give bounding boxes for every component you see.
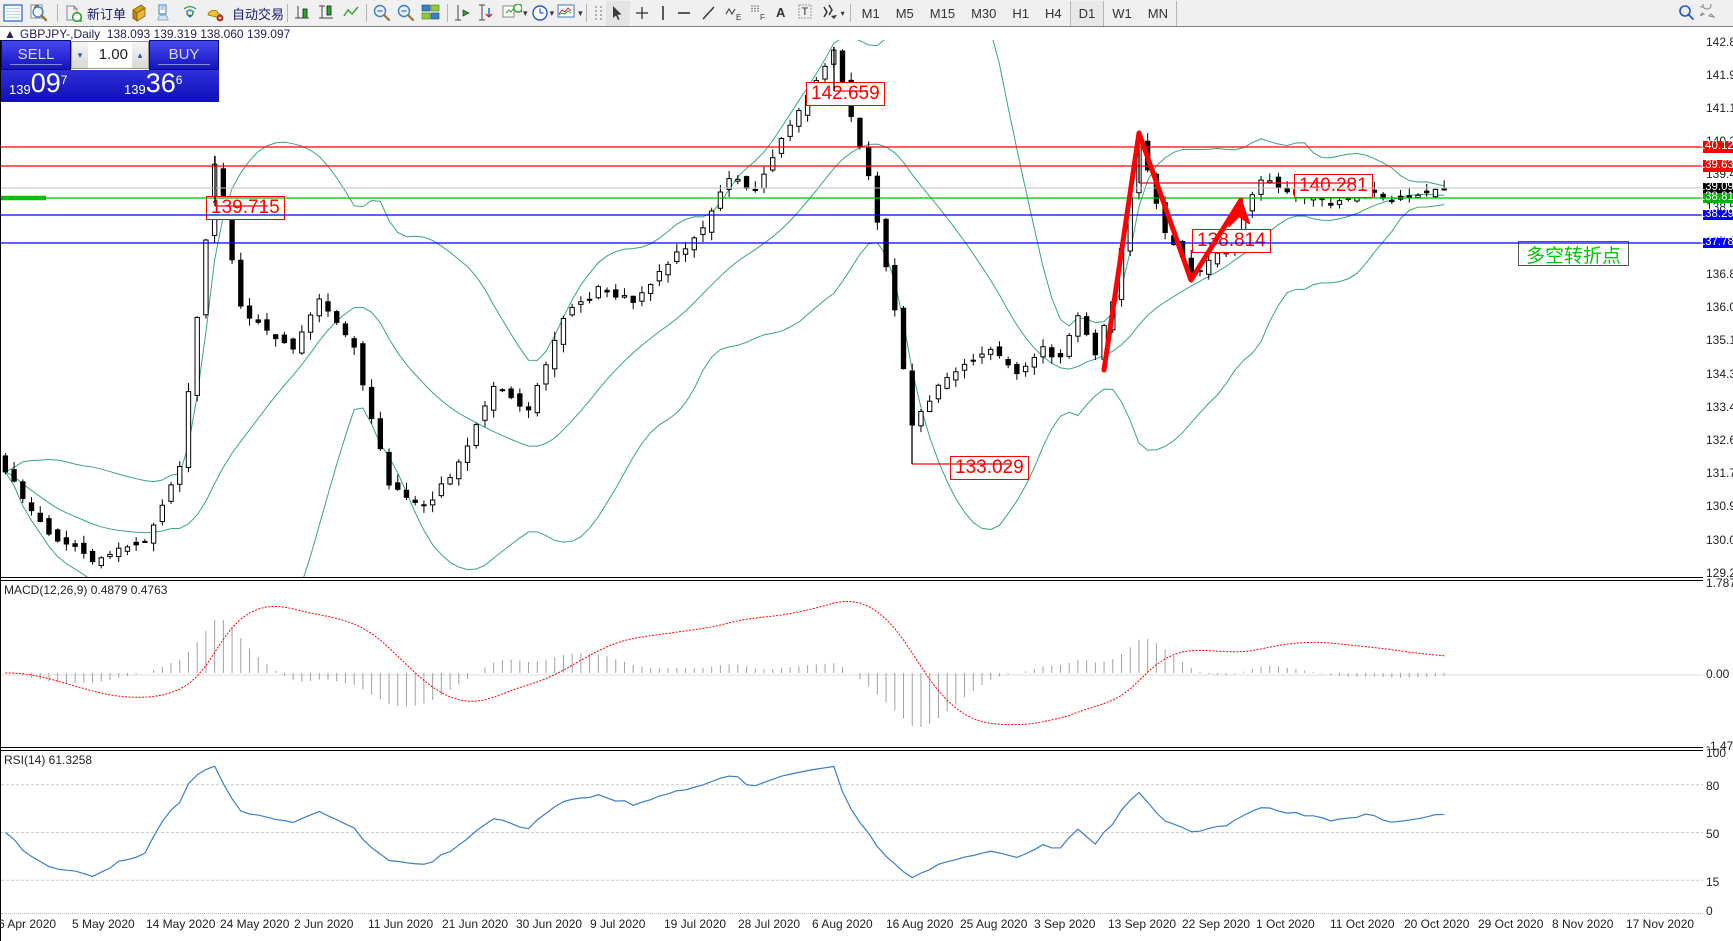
svg-text:F: F	[760, 13, 765, 22]
svg-text:A: A	[776, 5, 786, 20]
svg-text:T: T	[801, 6, 808, 18]
svg-text:E: E	[736, 13, 741, 22]
